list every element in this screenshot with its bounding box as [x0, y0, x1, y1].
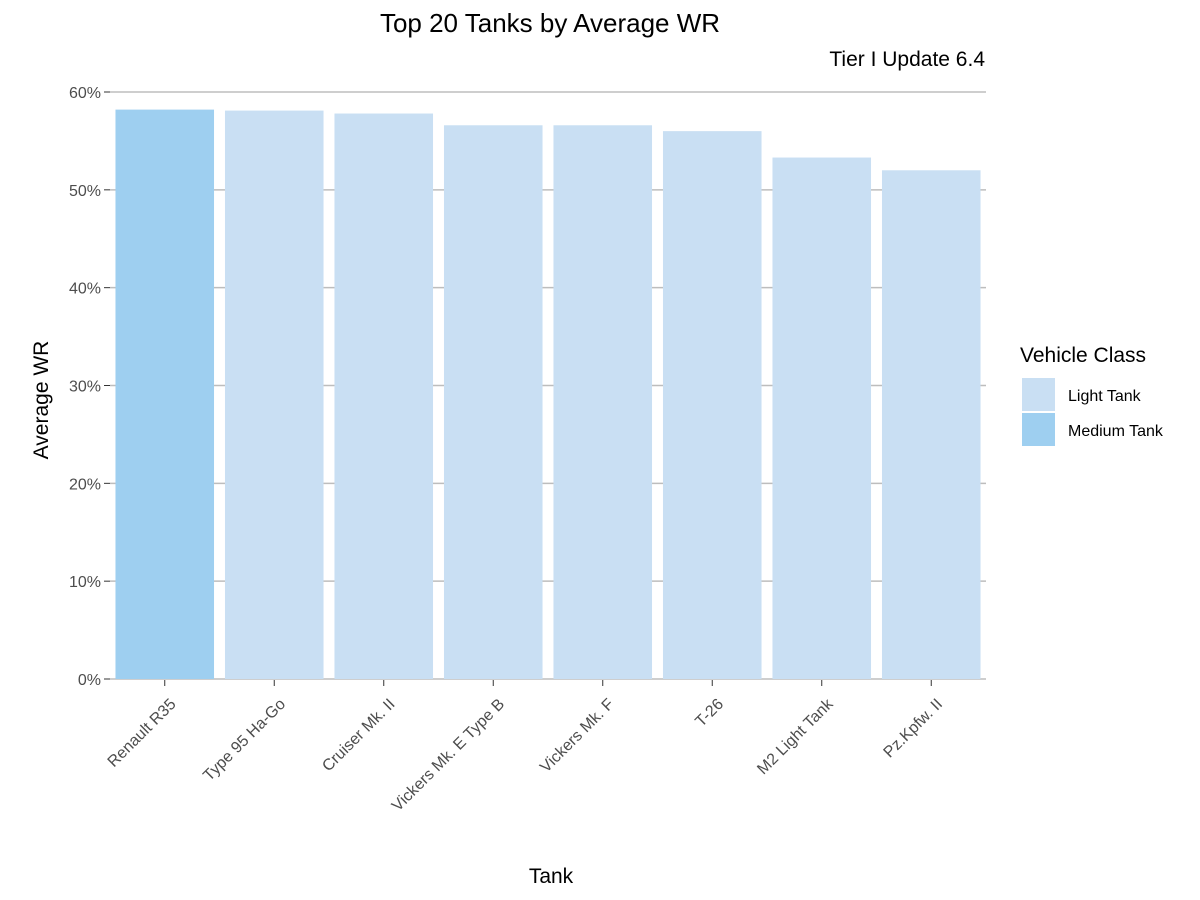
y-tick-label: 50%: [69, 183, 101, 200]
y-tick-label: 20%: [69, 476, 101, 493]
y-tick-label: 60%: [69, 85, 101, 102]
x-tick-label: Vickers Mk. E Type B: [389, 696, 508, 815]
bar: [224, 110, 324, 680]
y-tick-label: 10%: [69, 574, 101, 591]
bar: [443, 125, 543, 680]
chart-title: Top 20 Tanks by Average WR: [380, 8, 720, 38]
bar: [881, 170, 981, 679]
y-tick-label: 40%: [69, 281, 101, 298]
legend-label: Medium Tank: [1068, 423, 1164, 440]
x-tick-label: Renault R35: [105, 696, 180, 771]
legend: Vehicle Class Light Tank Medium Tank: [1020, 344, 1164, 446]
x-tick-label: T-26: [692, 696, 727, 731]
x-tick-label: Pz.Kpfw. II: [881, 696, 946, 761]
bar: [662, 131, 762, 680]
bar: [553, 125, 653, 680]
legend-swatch: [1022, 413, 1055, 446]
y-tick-label: 0%: [78, 672, 101, 689]
chart-subtitle: Tier I Update 6.4: [829, 48, 985, 71]
bars-group: [115, 109, 981, 680]
y-axis-title: Average WR: [30, 341, 53, 460]
legend-label: Light Tank: [1068, 388, 1142, 405]
x-tick-label: Cruiser Mk. II: [319, 696, 398, 775]
legend-swatch: [1022, 378, 1055, 411]
y-axis: 0% 10% 20% 30% 40% 50% 60%: [69, 85, 110, 689]
bar: [115, 109, 215, 680]
x-axis: Renault R35 Type 95 Ha-Go Cruiser Mk. IIVi…: [105, 680, 946, 815]
bar: [334, 113, 434, 680]
legend-title: Vehicle Class: [1020, 344, 1146, 367]
x-tick-label: Type 95 Ha-Go: [200, 696, 289, 785]
x-axis-title: Tank: [529, 865, 574, 888]
x-tick-label: M2 Light Tank: [754, 695, 837, 778]
y-tick-label: 30%: [69, 379, 101, 396]
bar: [772, 157, 872, 679]
x-tick-label: Vickers Mk. F: [537, 696, 617, 776]
